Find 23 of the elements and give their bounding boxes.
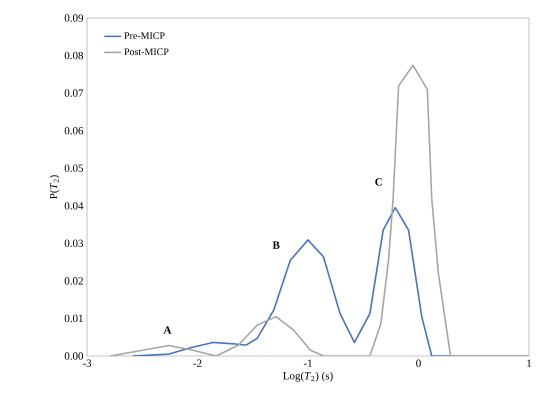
y-tick-label: 0.00 [64, 352, 84, 360]
annotation: C [375, 178, 382, 186]
x-tick-label: -1 [304, 360, 312, 367]
x-tick-label: -3 [82, 360, 92, 367]
y-tick-label: 0.06 [64, 126, 84, 134]
y-tick-label: 0.05 [64, 164, 84, 172]
y-tick-label: 0.09 [64, 14, 84, 22]
y-axis-title: P(T$_{2}$) [50, 175, 60, 199]
legend-label: Post-MICP [124, 48, 168, 56]
x-tick-label: -2 [193, 360, 202, 367]
legend-label: Pre-MICP [124, 32, 165, 40]
y-tick-label: 0.02 [64, 277, 83, 285]
annotation: B [272, 242, 280, 249]
y-tick-label: 0.07 [64, 89, 84, 97]
x-tick-label: 1 [527, 360, 532, 367]
y-tick-label: 0.04 [64, 202, 84, 210]
x-axis-title: Log(T$_{2}$) (s) [283, 372, 333, 382]
line-series [109, 64, 529, 356]
y-tick-label: 0.08 [64, 52, 84, 60]
annotation: A [164, 326, 172, 334]
y-tick-label: 0.01 [64, 314, 83, 322]
y-tick-label: 0.03 [64, 240, 84, 248]
x-tick-label: 0 [416, 360, 421, 367]
